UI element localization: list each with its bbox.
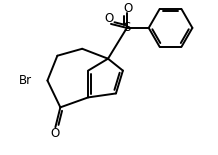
Text: Br: Br bbox=[19, 74, 32, 87]
Text: O: O bbox=[104, 13, 114, 25]
Text: O: O bbox=[51, 127, 60, 140]
Text: S: S bbox=[123, 21, 131, 34]
Text: O: O bbox=[123, 2, 133, 15]
